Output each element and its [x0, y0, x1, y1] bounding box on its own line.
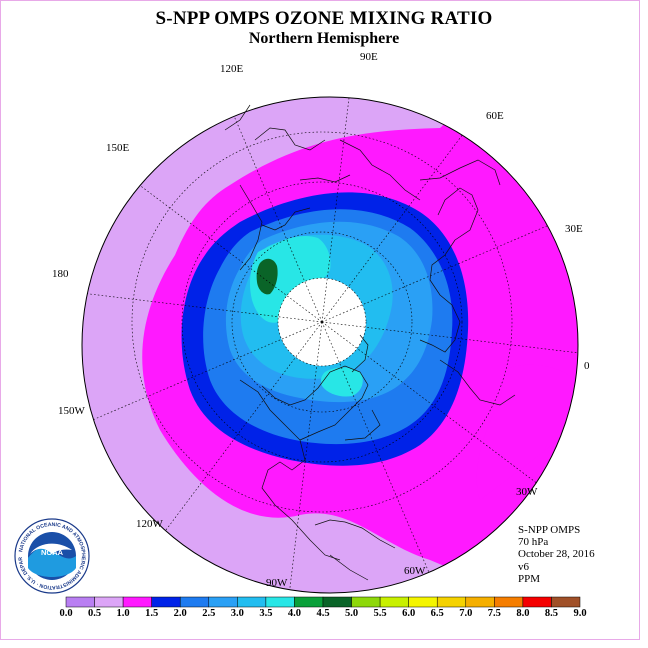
meridian-line: [321, 321, 441, 593]
colorbar-swatch: [94, 596, 124, 608]
colorbar-swatch: [208, 596, 238, 608]
colorbar-tick-label: 4.0: [287, 608, 301, 619]
colorbar-swatch: [179, 596, 210, 608]
meridian-line: [203, 97, 323, 323]
lon-label-0: 0: [584, 360, 590, 372]
colorbar-swatch: [322, 596, 352, 608]
lon-label-60e: 60E: [486, 110, 504, 122]
lon-label-30w: 30W: [516, 486, 538, 498]
logo-wordmark: NOAA: [41, 548, 64, 557]
plot-info: S-NPP OMPS 70 hPa October 28, 2016 v6 PP…: [518, 524, 595, 585]
colorbar: [65, 596, 581, 608]
colorbar-tick-label: 4.5: [316, 608, 330, 619]
lon-label-90e: 90E: [360, 51, 378, 63]
colorbar-swatch: [551, 596, 581, 608]
contour-3-5-patch: [321, 367, 363, 397]
colorbar-swatch: [122, 596, 152, 608]
colorbar-tick-label: 8.0: [516, 608, 530, 619]
graticule: [82, 97, 578, 593]
colorbar-tick-labels: 0.0 0.5 1.0 1.5 2.0 2.5 3.0 3.5 4.0 4.5 5.0 5.5 6.0 6…: [0, 608, 648, 622]
version-label: v6: [518, 560, 529, 573]
lon-label-60w: 60W: [404, 565, 426, 577]
colorbar-tick-label: 9.0: [573, 608, 587, 619]
lon-label-150e: 150E: [106, 142, 130, 154]
ozone-field: [82, 97, 578, 593]
latitude-circle: [277, 277, 367, 367]
colorbar-tick-label: 3.0: [230, 608, 244, 619]
meridian-line: [321, 97, 359, 323]
meridian-line: [141, 321, 323, 563]
colorbar-tick-label: 6.5: [430, 608, 444, 619]
colorbar-swatch: [436, 596, 467, 608]
colorbar-swatch: [151, 596, 181, 608]
colorbar-tick-label: 1.5: [145, 608, 159, 619]
lon-label-120e: 120E: [220, 63, 244, 75]
colorbar-swatch: [494, 596, 524, 608]
meridian-line: [82, 321, 323, 441]
colorbar-tick-label: 0.0: [59, 608, 73, 619]
meridian-line: [321, 203, 578, 323]
lon-label-30e: 30E: [565, 223, 583, 235]
figure-frame: [0, 0, 640, 640]
lon-label-150w: 150W: [58, 405, 85, 417]
colorbar-swatch: [265, 596, 295, 608]
latitude-circle: [131, 131, 513, 513]
units-label: PPM: [518, 572, 541, 585]
colorbar-swatch: [465, 596, 495, 608]
meridian-line: [82, 285, 323, 323]
lon-label-180: 180: [52, 268, 69, 280]
colorbar-swatch: [294, 596, 324, 608]
colorbar-tick-label: 5.5: [373, 608, 387, 619]
colorbar-swatch: [65, 596, 95, 608]
map-subtitle: Northern Hemisphere: [248, 30, 400, 47]
instrument-label: S-NPP OMPS: [518, 524, 581, 536]
meridian-line: [285, 321, 323, 593]
colorbar-tick-label: 6.0: [402, 608, 416, 619]
colorbar-tick-label: 0.5: [87, 608, 102, 619]
meridian-line: [321, 97, 503, 323]
lon-label-120w: 120W: [136, 518, 163, 530]
colorbar-tick-label: 8.5: [544, 608, 558, 619]
colorbar-tick-label: 3.5: [259, 608, 273, 619]
colorbar-tick-label: 2.5: [202, 608, 216, 619]
date-label: October 28, 2016: [518, 548, 595, 561]
colorbar-swatch: [379, 596, 409, 608]
contour-3-5: [250, 235, 331, 323]
colorbar-tick-label: 7.5: [487, 608, 501, 619]
colorbar-swatch: [237, 596, 267, 608]
map-boundary: [81, 96, 579, 594]
meridian-line: [321, 321, 578, 359]
latitude-circle: [181, 181, 463, 463]
coastlines: [224, 104, 516, 581]
lon-label-90w: 90W: [266, 577, 288, 589]
meridian-line: [321, 321, 563, 503]
colorbar-swatch: [408, 596, 438, 608]
colorbar-tick-label: 7.0: [459, 608, 473, 619]
latitude-circle: [231, 231, 413, 413]
colorbar-swatch: [351, 596, 381, 608]
noaa-logo: NATIONAL OCEANIC AND ATMOSPHERIC ADMINIS…: [14, 518, 90, 594]
colorbar-swatch: [522, 596, 552, 608]
colorbar-tick-label: 1.0: [116, 608, 130, 619]
contour-1-0-patch: [476, 364, 578, 500]
colorbar-tick-label: 5.0: [344, 608, 359, 619]
colorbar-tick-label: 2.0: [173, 608, 187, 619]
map-title: S-NPP OMPS OZONE MIXING RATIO: [155, 8, 493, 29]
contour-4-5: [256, 258, 278, 295]
meridian-line: [82, 141, 323, 323]
pressure-level-label: 70 hPa: [518, 536, 549, 549]
